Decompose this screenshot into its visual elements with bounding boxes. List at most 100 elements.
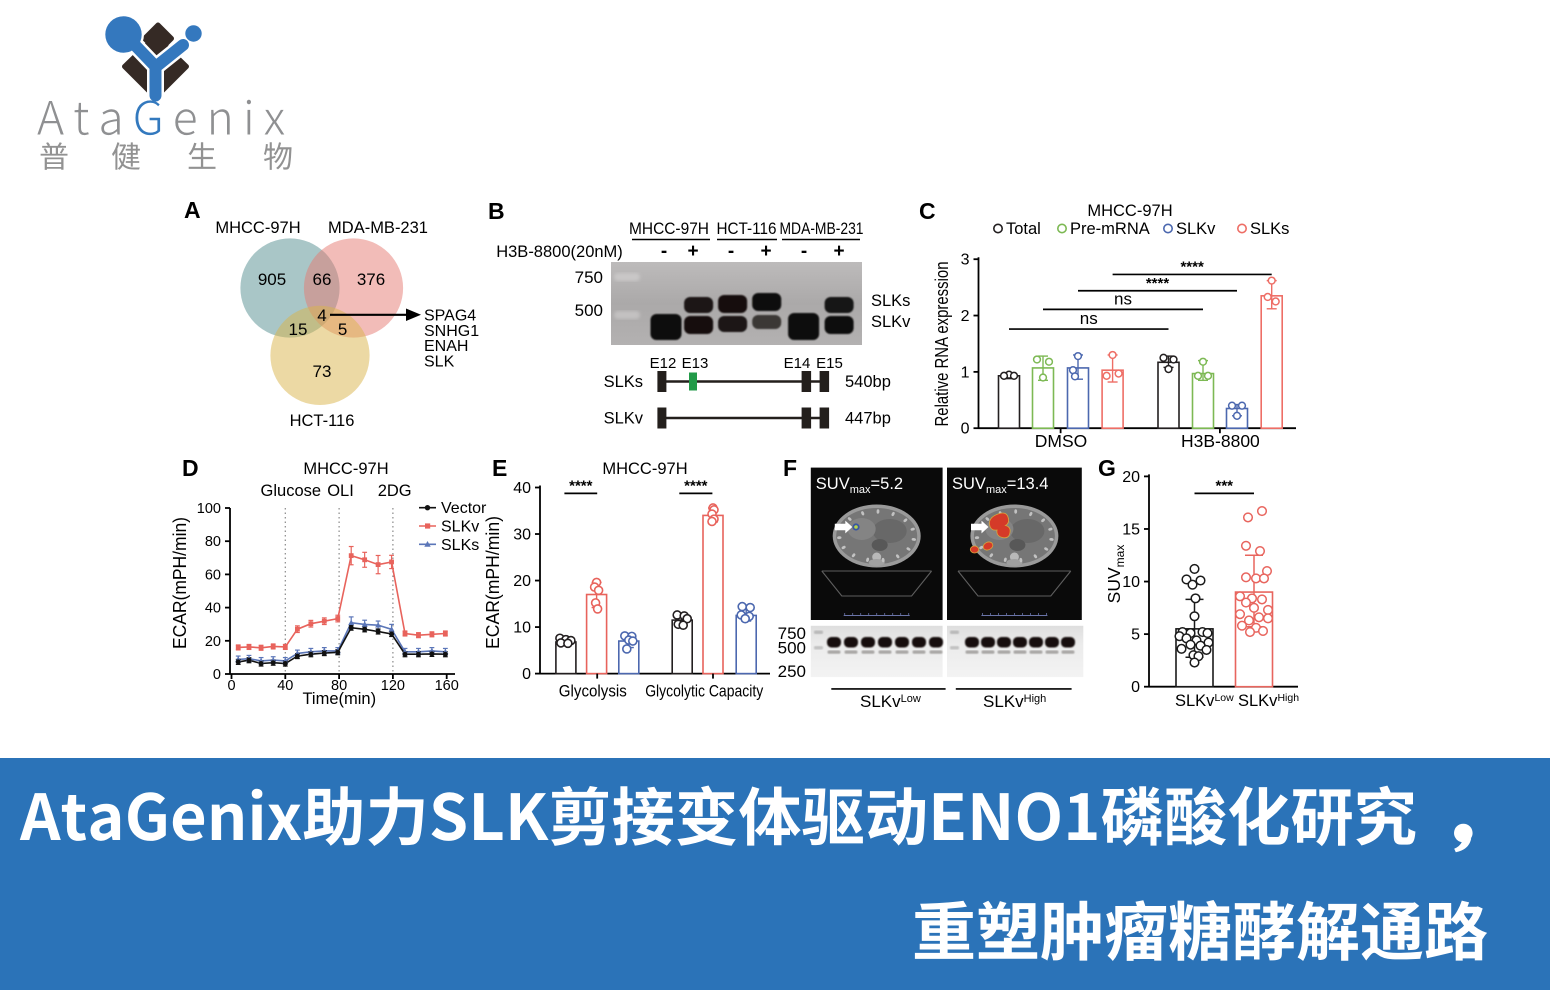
svg-text:80: 80	[331, 678, 347, 694]
svg-text:SLKs: SLKs	[441, 537, 479, 554]
svg-text:MDA-MB-231: MDA-MB-231	[328, 219, 428, 237]
svg-text:540bp: 540bp	[845, 373, 891, 391]
svg-text:30: 30	[513, 527, 531, 544]
svg-text:SUVmax=5.2: SUVmax=5.2	[816, 475, 903, 496]
svg-text:DMSO: DMSO	[1035, 431, 1088, 451]
svg-text:0: 0	[522, 666, 531, 683]
svg-text:Glucose: Glucose	[261, 482, 322, 500]
svg-text:160: 160	[435, 678, 459, 694]
svg-text:OLI: OLI	[327, 482, 354, 500]
svg-text:40: 40	[513, 480, 531, 497]
svg-text:5: 5	[1131, 627, 1140, 644]
svg-text:4: 4	[317, 306, 326, 325]
svg-text:1: 1	[961, 364, 970, 381]
svg-text:SLKs: SLKs	[1250, 220, 1289, 238]
svg-text:0: 0	[1131, 679, 1140, 696]
svg-text:+: +	[760, 241, 771, 262]
svg-text:80: 80	[205, 534, 221, 550]
svg-text:H3B-8800: H3B-8800	[1181, 431, 1260, 451]
svg-text:F: F	[783, 455, 797, 481]
svg-text:3: 3	[961, 252, 970, 269]
svg-text:ns: ns	[1114, 289, 1132, 308]
svg-text:5: 5	[338, 320, 347, 339]
svg-text:A: A	[184, 197, 201, 223]
svg-text:60: 60	[205, 567, 221, 583]
svg-text:905: 905	[258, 270, 286, 289]
svg-text:73: 73	[313, 362, 332, 381]
svg-text:Relative RNA expression: Relative RNA expression	[931, 262, 952, 427]
svg-text:SLKv: SLKv	[871, 313, 911, 331]
svg-text:SLKv: SLKv	[441, 519, 479, 536]
svg-text:E14: E14	[784, 355, 811, 372]
svg-text:H3B-8800(20nM): H3B-8800(20nM)	[496, 243, 623, 261]
svg-text:66: 66	[313, 270, 332, 289]
svg-text:ECAR(mPH/min): ECAR(mPH/min)	[170, 517, 190, 649]
svg-text:SPAG4: SPAG4	[424, 308, 476, 325]
svg-text:HCT-116: HCT-116	[290, 412, 355, 430]
svg-text:***: ***	[1215, 477, 1233, 494]
svg-text:15: 15	[1122, 521, 1140, 538]
svg-text:ns: ns	[1080, 309, 1098, 328]
svg-text:10: 10	[1122, 574, 1140, 591]
svg-text:40: 40	[277, 678, 293, 694]
svg-text:250: 250	[778, 662, 806, 681]
svg-text:-: -	[801, 241, 807, 262]
svg-text:2DG: 2DG	[378, 482, 412, 500]
svg-text:100: 100	[197, 501, 221, 517]
svg-text:MHCC-97H: MHCC-97H	[1087, 202, 1172, 220]
svg-text:SLKs: SLKs	[871, 292, 910, 310]
svg-text:****: ****	[1146, 275, 1170, 292]
svg-text:Glycolysis: Glycolysis	[559, 683, 627, 701]
svg-text:750: 750	[575, 268, 603, 287]
svg-text:20: 20	[513, 573, 531, 590]
svg-text:-: -	[728, 241, 734, 262]
svg-text:C: C	[919, 198, 936, 224]
svg-text:20: 20	[1122, 469, 1140, 486]
svg-text:SLK: SLK	[424, 353, 455, 370]
svg-text:0: 0	[961, 421, 970, 438]
svg-text:Vector: Vector	[441, 500, 487, 517]
svg-text:2: 2	[961, 308, 970, 325]
svg-text:Total: Total	[1006, 220, 1041, 238]
svg-text:500: 500	[575, 301, 603, 320]
svg-text:MDA-MB-231: MDA-MB-231	[780, 220, 864, 238]
svg-text:D: D	[182, 455, 199, 481]
svg-text:MHCC-97H: MHCC-97H	[215, 219, 300, 237]
svg-text:****: ****	[684, 477, 708, 494]
svg-text:500: 500	[778, 639, 806, 658]
svg-text:40: 40	[205, 601, 221, 617]
svg-text:376: 376	[357, 270, 385, 289]
svg-text:MHCC-97H: MHCC-97H	[602, 460, 687, 478]
svg-text:E13: E13	[682, 355, 709, 372]
svg-text:SUVmax=13.4: SUVmax=13.4	[952, 475, 1048, 496]
svg-text:****: ****	[569, 477, 593, 494]
svg-text:447bp: 447bp	[845, 410, 891, 428]
svg-text:Time(min): Time(min)	[302, 690, 376, 708]
svg-text:SLKv: SLKv	[1176, 220, 1216, 238]
svg-text:-: -	[661, 241, 667, 262]
svg-text:E15: E15	[816, 355, 843, 372]
svg-text:SLKv: SLKv	[604, 410, 644, 428]
svg-text:ECAR(mPH/min): ECAR(mPH/min)	[483, 516, 503, 649]
svg-text:10: 10	[513, 620, 531, 637]
svg-text:E12: E12	[650, 355, 677, 372]
svg-text:ENAH: ENAH	[424, 338, 468, 355]
svg-text:750: 750	[778, 624, 806, 643]
svg-text:0: 0	[227, 678, 235, 694]
svg-text:Glycolytic Capacity: Glycolytic Capacity	[645, 683, 764, 701]
svg-text:+: +	[687, 241, 698, 262]
svg-text:Pre-mRNA: Pre-mRNA	[1070, 220, 1150, 238]
svg-text:15: 15	[289, 320, 308, 339]
svg-text:0: 0	[213, 667, 221, 683]
svg-text:SNHG1: SNHG1	[424, 323, 479, 340]
svg-text:120: 120	[381, 678, 405, 694]
svg-text:SLKs: SLKs	[604, 373, 643, 391]
svg-text:HCT-116: HCT-116	[717, 220, 777, 238]
svg-text:MHCC-97H: MHCC-97H	[629, 220, 709, 238]
svg-text:B: B	[488, 198, 505, 224]
svg-text:G: G	[1098, 455, 1116, 481]
svg-text:MHCC-97H: MHCC-97H	[303, 460, 388, 478]
svg-text:+: +	[833, 241, 844, 262]
svg-text:****: ****	[1180, 258, 1204, 275]
svg-text:20: 20	[205, 634, 221, 650]
